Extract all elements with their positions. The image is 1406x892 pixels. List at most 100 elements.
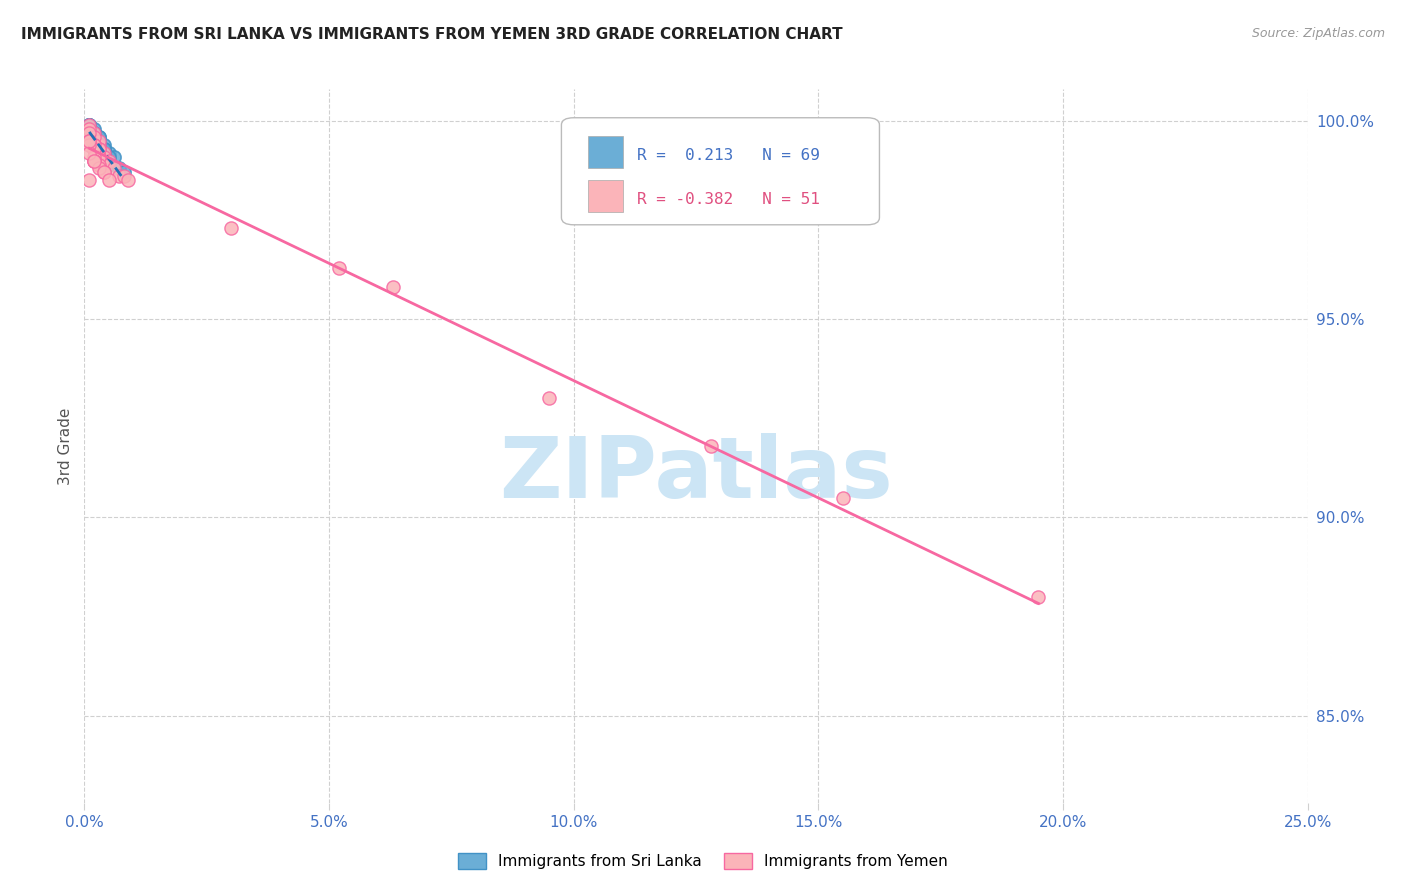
Point: [87, 134, 110, 148]
Point: [83, 121, 105, 136]
Point: [83, 129, 105, 144]
Point: [83, 126, 105, 140]
Point: [93, 150, 115, 164]
Point: [77, 126, 100, 140]
Point: [77, 121, 100, 136]
Point: [1028, 590, 1050, 604]
Point: [87, 150, 110, 164]
Point: [77, 134, 100, 148]
Point: [87, 137, 110, 152]
Text: R =  0.213   N = 69: R = 0.213 N = 69: [637, 148, 820, 163]
Point: [77, 121, 100, 136]
Point: [87, 142, 110, 156]
Point: [77, 121, 100, 136]
Point: [538, 392, 561, 406]
Point: [328, 260, 350, 275]
FancyBboxPatch shape: [588, 180, 623, 212]
Point: [83, 129, 105, 144]
Point: [97, 153, 120, 168]
Point: [77, 118, 100, 132]
Point: [87, 153, 110, 168]
Point: [83, 126, 105, 140]
Point: [77, 121, 100, 136]
Point: [87, 137, 110, 152]
Point: [83, 129, 105, 144]
Text: Source: ZipAtlas.com: Source: ZipAtlas.com: [1251, 27, 1385, 40]
Point: [83, 142, 105, 156]
Point: [83, 137, 105, 152]
Point: [83, 150, 105, 164]
Point: [87, 142, 110, 156]
Point: [87, 142, 110, 156]
Point: [87, 153, 110, 168]
Point: [93, 145, 115, 160]
Point: [83, 142, 105, 156]
Point: [77, 118, 100, 132]
Point: [83, 137, 105, 152]
Point: [93, 150, 115, 164]
Point: [77, 129, 100, 144]
Point: [77, 121, 100, 136]
Point: [83, 153, 105, 168]
Point: [83, 129, 105, 144]
Point: [83, 137, 105, 152]
Point: [83, 134, 105, 148]
Point: [77, 126, 100, 140]
Point: [97, 153, 120, 168]
Point: [117, 173, 139, 187]
Point: [83, 153, 105, 168]
Point: [83, 142, 105, 156]
Point: [112, 165, 135, 179]
Point: [77, 126, 100, 140]
Point: [83, 137, 105, 152]
Point: [97, 157, 120, 171]
Point: [87, 142, 110, 156]
Point: [87, 157, 110, 171]
Point: [77, 134, 100, 148]
Point: [107, 161, 129, 176]
Point: [93, 150, 115, 164]
Point: [77, 137, 100, 152]
Point: [107, 169, 129, 184]
Point: [83, 153, 105, 168]
Point: [83, 126, 105, 140]
Point: [93, 137, 115, 152]
Point: [97, 173, 120, 187]
Point: [831, 491, 853, 505]
Point: [103, 150, 125, 164]
Point: [87, 150, 110, 164]
Point: [77, 126, 100, 140]
Point: [93, 145, 115, 160]
Point: [93, 142, 115, 156]
Point: [87, 129, 110, 144]
Point: [83, 134, 105, 148]
Point: [93, 145, 115, 160]
Y-axis label: 3rd Grade: 3rd Grade: [58, 408, 73, 484]
Point: [93, 145, 115, 160]
Point: [93, 165, 115, 179]
Point: [77, 145, 100, 160]
Point: [77, 118, 100, 132]
Point: [87, 161, 110, 176]
Point: [87, 142, 110, 156]
Point: [83, 129, 105, 144]
Point: [93, 142, 115, 156]
Point: [77, 173, 100, 187]
Point: [97, 150, 120, 164]
Point: [83, 129, 105, 144]
Text: R = -0.382   N = 51: R = -0.382 N = 51: [637, 192, 820, 207]
Point: [699, 439, 721, 453]
Point: [93, 165, 115, 179]
Point: [87, 150, 110, 164]
Point: [93, 157, 115, 171]
FancyBboxPatch shape: [588, 136, 623, 169]
Point: [83, 126, 105, 140]
Point: [83, 137, 105, 152]
Point: [93, 150, 115, 164]
Text: ZIPatlas: ZIPatlas: [499, 433, 893, 516]
Point: [77, 118, 100, 132]
Legend: Immigrants from Sri Lanka, Immigrants from Yemen: Immigrants from Sri Lanka, Immigrants fr…: [451, 847, 955, 875]
Point: [77, 118, 100, 132]
Point: [77, 126, 100, 140]
Point: [83, 137, 105, 152]
